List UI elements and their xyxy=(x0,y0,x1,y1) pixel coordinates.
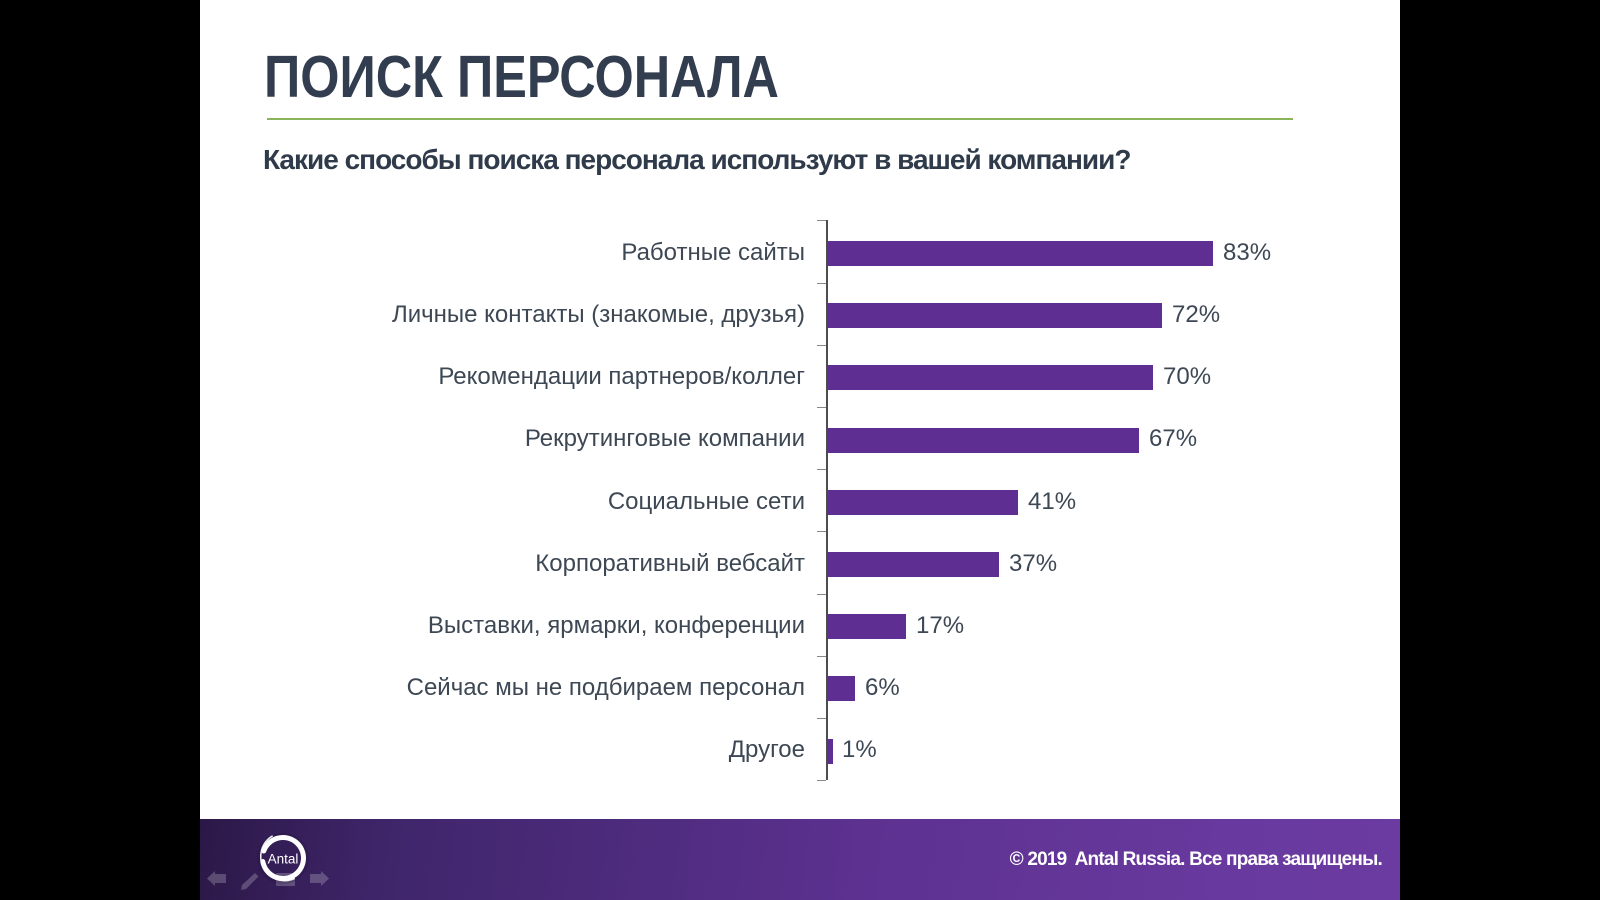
svg-text:Antal: Antal xyxy=(268,852,299,867)
